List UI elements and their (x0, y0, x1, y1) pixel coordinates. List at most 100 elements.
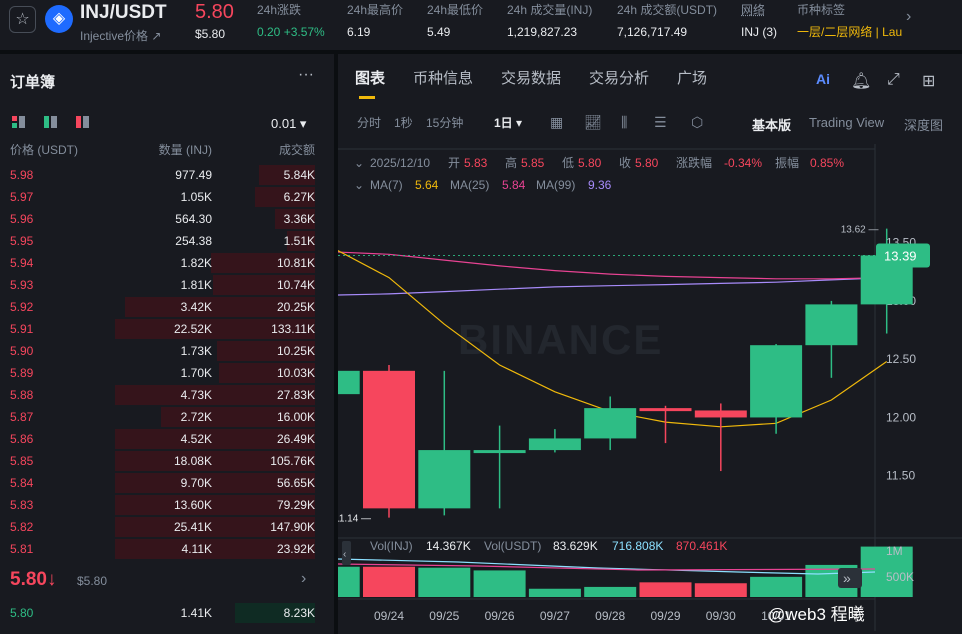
ohlc-text: 低 (562, 156, 574, 170)
total: 133.11K (271, 322, 315, 336)
ask-row[interactable]: 5.88 4.73K 27.83K (0, 384, 334, 406)
price: 5.91 (10, 322, 34, 336)
candle-type-icon[interactable]: ⫼ (621, 114, 628, 130)
ask-row[interactable]: 5.84 9.70K 56.65K (0, 472, 334, 494)
interval-15m[interactable]: 15分钟 (426, 116, 464, 130)
volume-bar (418, 567, 471, 597)
x-tick-label: 09/25 (429, 609, 459, 623)
quantity: 22.52K (173, 322, 212, 336)
ask-row[interactable]: 5.86 4.52K 26.49K (0, 428, 334, 450)
quantity: 1.82K (180, 256, 212, 270)
ask-row[interactable]: 5.94 1.82K 10.81K (0, 252, 334, 274)
ma7-line (338, 249, 888, 428)
interval-1s[interactable]: 1秒 (394, 116, 413, 130)
candle-body (805, 304, 858, 346)
quantity: 1.73K (180, 344, 212, 358)
quantity: 1.05K (180, 190, 212, 204)
ma-legend-text: MA(25) (450, 178, 489, 192)
scroll-right-button (838, 568, 862, 588)
bell-icon[interactable]: 🔔︎ (851, 73, 872, 90)
ask-row[interactable]: 5.81 4.11K 23.92K (0, 538, 334, 560)
ask-row[interactable]: 5.98 977.49 5.84K (0, 164, 334, 186)
view-tradingview[interactable]: Trading View (809, 115, 885, 130)
ask-row[interactable]: 5.92 3.42K 20.25K (0, 296, 334, 318)
price: 5.83 (10, 498, 34, 512)
depth-bar (287, 231, 315, 251)
tab-coin-info[interactable]: 币种信息 (413, 70, 474, 87)
favorite-star-icon[interactable]: ☆ (9, 6, 36, 33)
total: 23.92K (276, 542, 315, 556)
depth-bar (115, 495, 315, 515)
total: 10.03K (276, 366, 315, 380)
precision-select[interactable]: 0.01 ▾ (271, 116, 307, 131)
ask-row[interactable]: 5.90 1.73K 10.25K (0, 340, 334, 362)
quantity: 9.70K (180, 476, 212, 490)
vol-ma2-line (338, 563, 876, 571)
view-basic[interactable]: 基本版 (752, 118, 792, 133)
asks-only-mode-icon[interactable] (76, 116, 89, 129)
ma-legend-text: 5.84 (502, 178, 526, 192)
more-options-icon[interactable]: ··· (298, 66, 314, 83)
total: 26.49K (276, 432, 315, 446)
price: 5.82 (10, 520, 34, 534)
ask-row[interactable]: 5.91 22.52K 133.11K (0, 318, 334, 340)
fullscreen-icon[interactable]: ⤢ (887, 71, 900, 88)
price: 5.80 (10, 606, 34, 620)
total: 79.29K (276, 498, 315, 512)
candle-body (418, 450, 471, 509)
coin-price-link[interactable]: Injective价格 ↗ (80, 29, 162, 43)
bids-only-mode-icon[interactable] (44, 116, 57, 129)
candle-body (363, 370, 415, 509)
interval-1d[interactable]: 1日 ▾ (494, 116, 523, 130)
depth-bar (235, 603, 315, 623)
mid-price: 5.80↓ (10, 569, 57, 590)
stat-coin-tags[interactable]: 币种标签 一层/二层网络 | Lau (797, 3, 902, 39)
ask-row[interactable]: 5.87 2.72K 16.00K (0, 406, 334, 428)
calendar-icon[interactable]: ▦ (550, 114, 564, 130)
chevron-right-icon[interactable]: › (906, 8, 912, 25)
interval-timeline[interactable]: 分时 (357, 116, 382, 130)
ma-legend-text: 9.36 (588, 178, 612, 192)
quantity: 564.30 (175, 212, 212, 226)
volume-bar (584, 586, 637, 597)
ask-row[interactable]: 5.97 1.05K 6.27K (0, 186, 334, 208)
depth-bar (275, 209, 315, 229)
candlestick-chart[interactable]: ⌄ 2025/12/10 开 5.83 高 5.85 低 5.80 收 5.80 涨跌幅 -0.34%… (338, 144, 962, 634)
bid-row[interactable]: 5.80 1.41K 8.23K (0, 602, 334, 624)
tab-trade-analysis[interactable]: 交易分析 (589, 70, 650, 87)
indicator-icon[interactable]: 📈︎ (584, 114, 602, 130)
ask-row[interactable]: 5.89 1.70K 10.03K (0, 362, 334, 384)
tab-square[interactable]: 广场 (677, 70, 708, 87)
ask-row[interactable]: 5.93 1.81K 10.74K (0, 274, 334, 296)
volume-bar (750, 576, 803, 597)
ohlc-text: 涨跌幅 (676, 155, 712, 170)
both-sides-mode-icon[interactable] (12, 116, 25, 129)
price: 5.96 (10, 212, 34, 226)
layout-grid-icon[interactable]: ⊞ (922, 73, 936, 90)
ask-row[interactable]: 5.83 13.60K 79.29K (0, 494, 334, 516)
ask-row[interactable]: 5.95 254.38 1.51K (0, 230, 334, 252)
price: 5.95 (10, 234, 34, 248)
total: 1.51K (283, 234, 315, 248)
ask-row[interactable]: 5.85 18.08K 105.76K (0, 450, 334, 472)
hexagon-settings-icon[interactable]: ⬡ (691, 114, 704, 130)
quantity: 18.08K (173, 454, 212, 468)
tab-trade-data[interactable]: 交易数据 (501, 70, 562, 87)
total: 10.74K (276, 278, 315, 292)
ohlc-text: 振幅 (775, 155, 799, 170)
chevron-right-icon[interactable]: › (301, 570, 307, 587)
symbol-title[interactable]: INJ/USDT (80, 2, 167, 23)
price: 5.88 (10, 388, 34, 402)
tab-chart[interactable]: 图表 (355, 70, 386, 87)
quantity: 1.81K (180, 278, 212, 292)
ai-icon[interactable]: Ai (816, 71, 830, 87)
ask-row[interactable]: 5.96 564.30 3.36K (0, 208, 334, 230)
current-price-tag-bg (876, 243, 930, 268)
view-depth[interactable]: 深度图 (904, 118, 944, 133)
ask-row[interactable]: 5.82 25.41K 147.90K (0, 516, 334, 538)
ma-legend-text: 5.64 (415, 178, 439, 192)
settings-list-icon[interactable]: ☰ (654, 114, 667, 130)
stat-network[interactable]: 网络 INJ (3) (741, 3, 777, 39)
depth-bar (219, 363, 315, 383)
vol-label: Vol(INJ) (370, 539, 413, 553)
